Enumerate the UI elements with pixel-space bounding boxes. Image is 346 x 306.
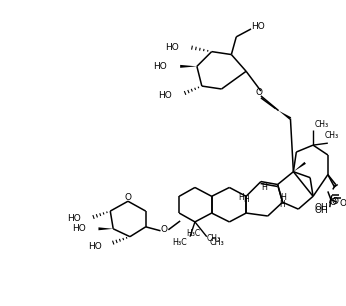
Text: HO: HO [72,224,86,233]
Text: HO: HO [158,91,172,100]
Text: CH₃: CH₃ [210,238,225,247]
Polygon shape [99,227,113,230]
Text: H: H [238,193,244,202]
Text: HO: HO [67,215,81,223]
Text: H₃C: H₃C [172,238,187,247]
Text: HO: HO [154,62,167,71]
Polygon shape [293,162,306,172]
Text: H: H [261,183,267,192]
Text: O: O [125,193,131,202]
Text: O: O [329,198,336,207]
Text: O: O [255,88,262,97]
Text: O: O [331,197,338,206]
Text: H: H [281,193,286,202]
Polygon shape [279,111,291,120]
Text: OH: OH [314,203,328,212]
Text: HO: HO [165,43,179,52]
Text: OH: OH [314,206,328,215]
Text: CH₃: CH₃ [325,131,339,140]
Text: O: O [161,225,168,234]
Text: CH₃: CH₃ [207,234,221,243]
Text: H: H [280,200,285,209]
Text: HO: HO [88,242,101,251]
Text: HO: HO [251,22,265,32]
Text: CH₃: CH₃ [315,120,329,129]
Text: H: H [243,195,249,204]
Text: O: O [340,199,346,208]
Polygon shape [180,65,197,68]
Text: H₃C: H₃C [186,229,200,238]
